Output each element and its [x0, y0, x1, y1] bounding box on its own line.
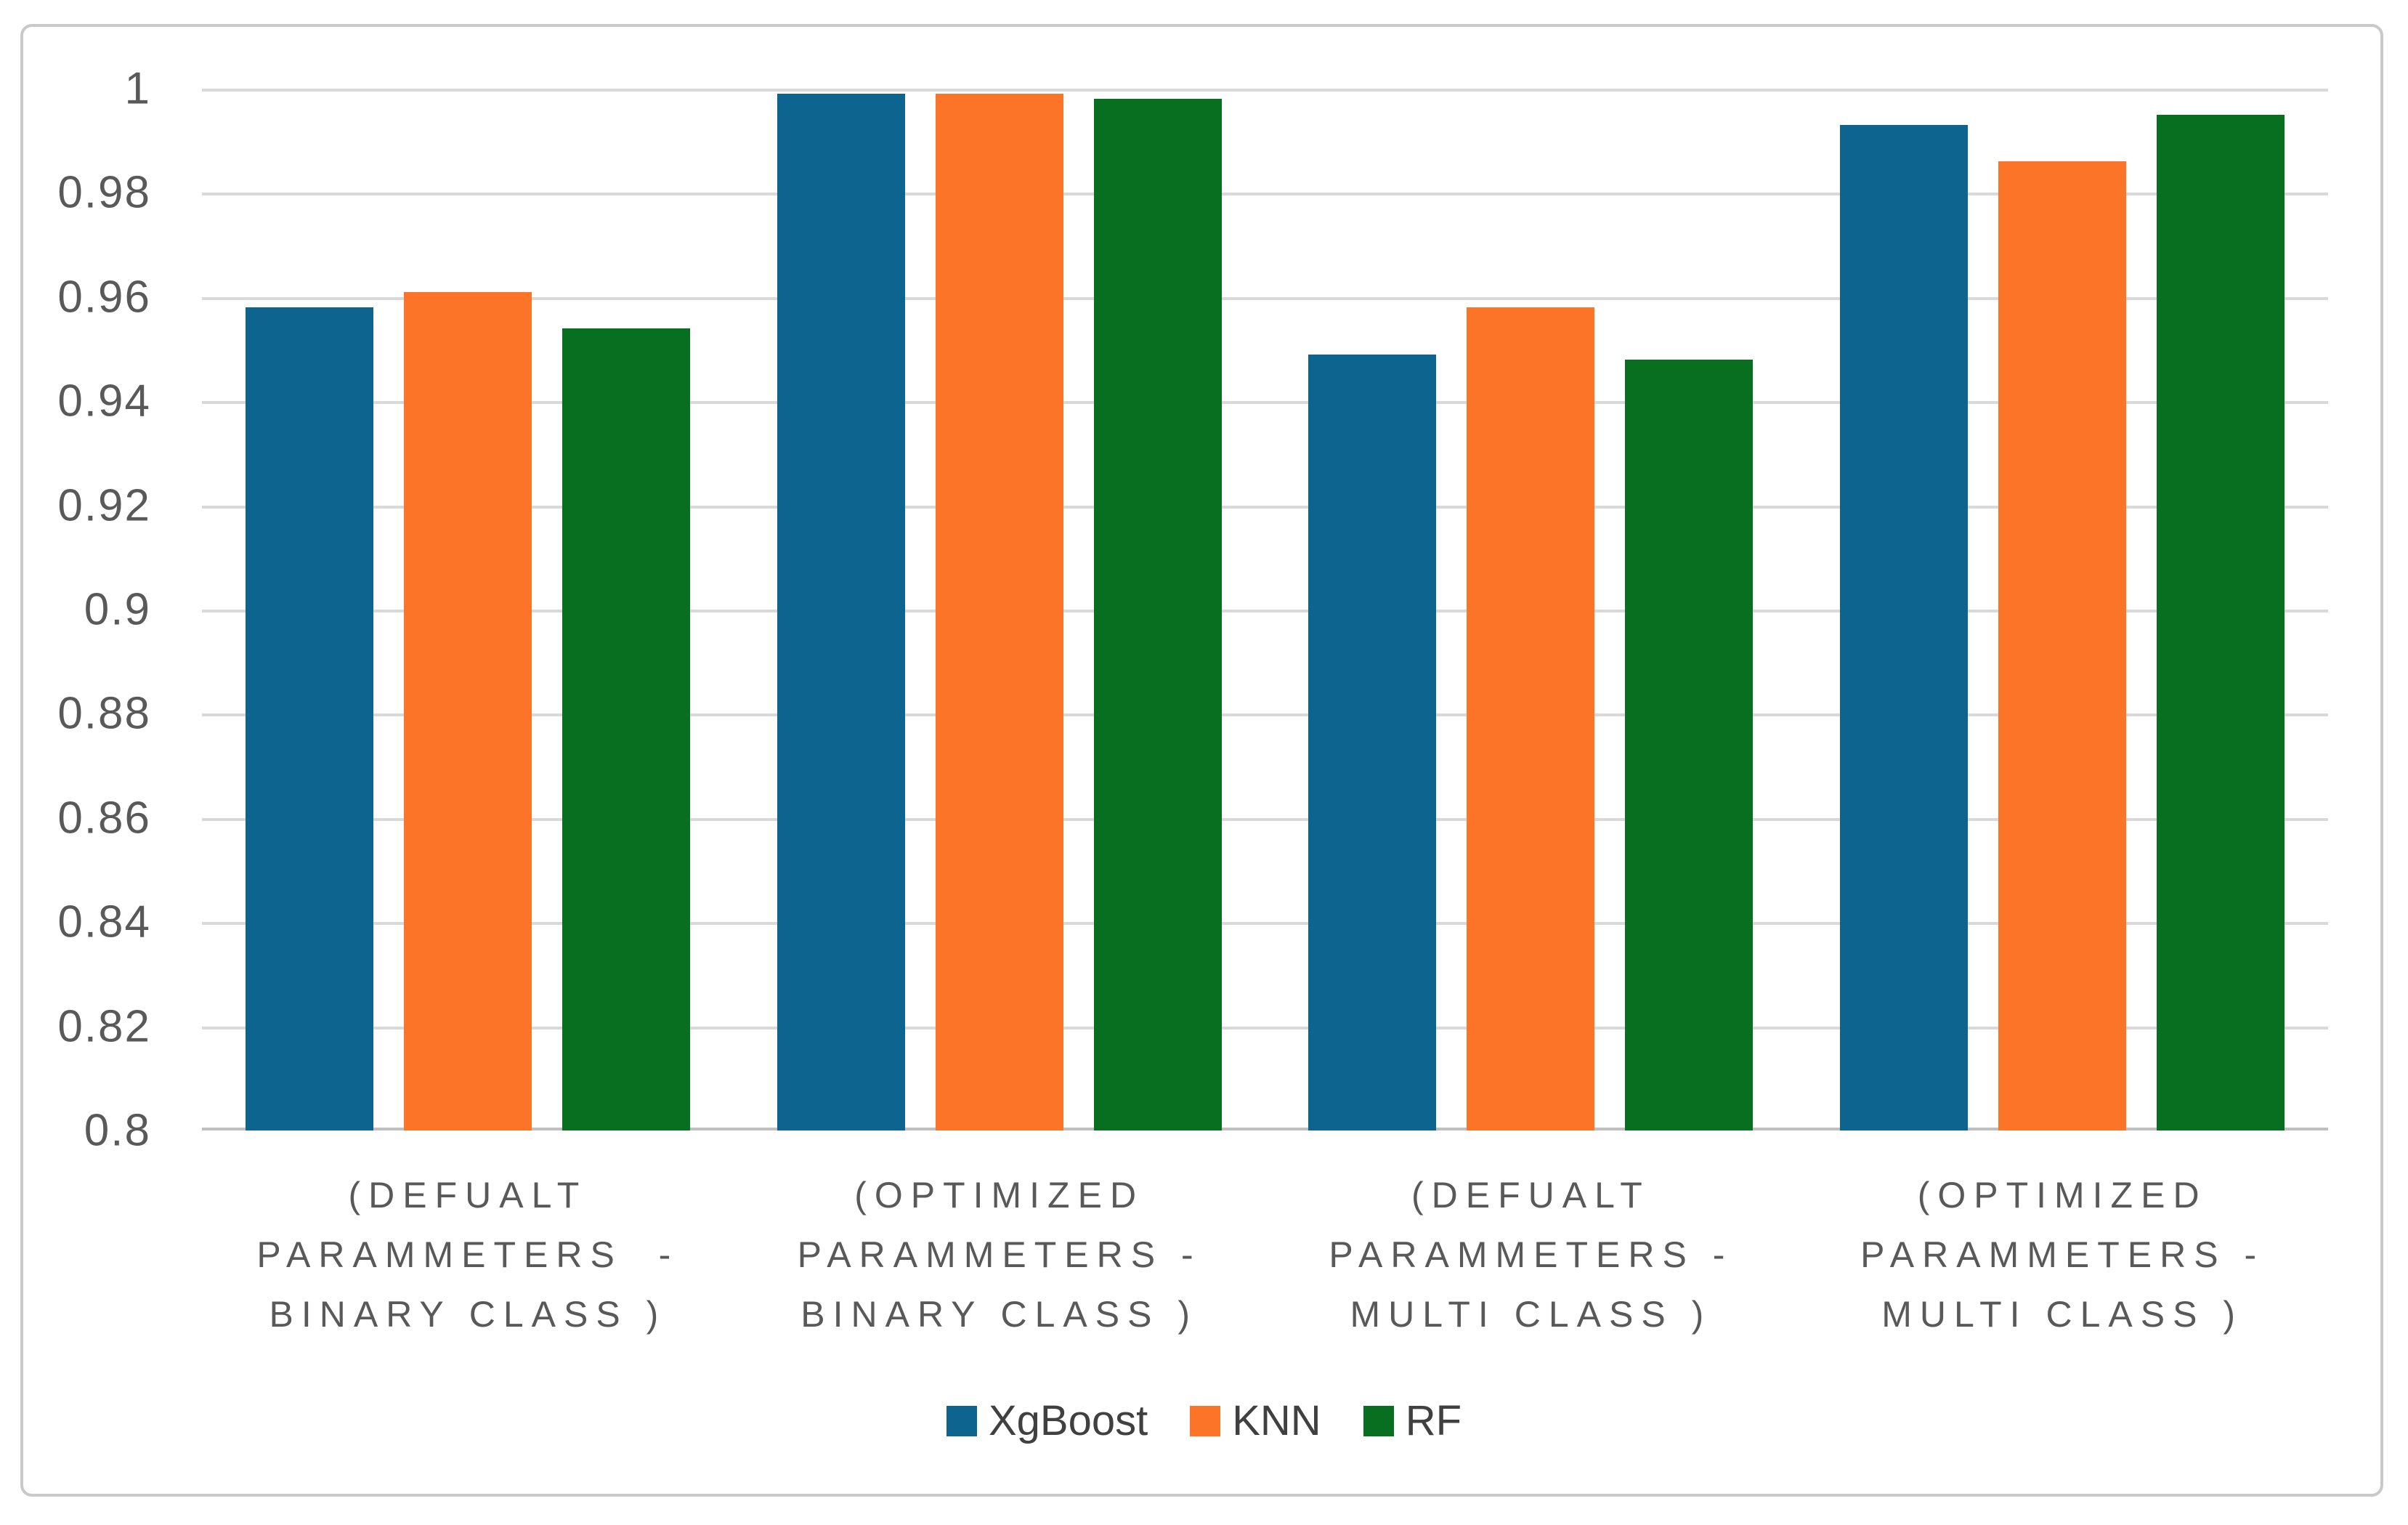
bar-knn-group4	[1998, 161, 2127, 1130]
category-label-1: (DEFUALT PARAMMETERS - BINARY CLASS )	[256, 1175, 679, 1335]
legend-item-rf: RF	[1363, 1396, 1462, 1445]
gridline-0.94	[202, 401, 2328, 404]
y-tick-label-0.8: 0.8	[84, 1105, 151, 1156]
y-tick-label-0.84: 0.84	[57, 897, 151, 947]
gridline-0.84	[202, 922, 2328, 925]
y-tick-label-0.86: 0.86	[57, 793, 151, 844]
legend-swatch-xgboost	[946, 1405, 977, 1436]
legend-item-xgboost: XgBoost	[946, 1396, 1148, 1445]
legend-swatch-rf	[1363, 1405, 1394, 1436]
legend-label-xgboost: XgBoost	[988, 1397, 1148, 1444]
bar-knn-group2	[935, 94, 1063, 1130]
legend-swatch-knn	[1190, 1405, 1221, 1436]
bar-groups	[202, 89, 2328, 1130]
legend-label-knn: KNN	[1232, 1397, 1321, 1444]
bar-group-2	[734, 89, 1265, 1130]
bar-group-4	[1796, 89, 2328, 1130]
y-tick-label-0.94: 0.94	[57, 376, 151, 426]
bar-knn-group1	[403, 292, 532, 1130]
gridline-0.82	[202, 1027, 2328, 1030]
gridline-0.98	[202, 193, 2328, 195]
bar-rf-group2	[1093, 99, 1222, 1130]
category-label-3: (DEFUALT PARAMMETERS - MULTI CLASS )	[1329, 1175, 1733, 1335]
y-tick-label-0.82: 0.82	[57, 1001, 151, 1052]
bar-xgboost-group4	[1840, 125, 1969, 1130]
bar-group-1	[202, 89, 734, 1130]
bar-xgboost-group2	[777, 94, 905, 1130]
bar-knn-group3	[1467, 307, 1595, 1130]
legend-item-knn: KNN	[1190, 1396, 1321, 1445]
gridline-0.92	[202, 506, 2328, 509]
bar-group-3	[1265, 89, 1797, 1130]
bar-rf-group3	[1625, 360, 1754, 1130]
gridline-0.88	[202, 713, 2328, 716]
gridline-0.86	[202, 818, 2328, 821]
bar-rf-group4	[2157, 115, 2285, 1130]
x-axis-category-labels: (DEFUALT PARAMMETERS - BINARY CLASS ) (OP…	[202, 1165, 2328, 1344]
bar-rf-group1	[562, 328, 690, 1130]
gridline-1	[202, 89, 2328, 92]
gridline-0.96	[202, 297, 2328, 300]
legend: XgBoost KNN RF	[0, 1396, 2408, 1445]
y-tick-label-0.98: 0.98	[57, 167, 151, 218]
bar-xgboost-group1	[245, 307, 373, 1130]
plot-area	[202, 89, 2328, 1130]
y-tick-label-0.92: 0.92	[57, 480, 151, 531]
gridline-0.8	[202, 1128, 2328, 1130]
y-tick-label-0.9: 0.9	[84, 584, 151, 635]
category-label-4: (OPTIMIZED PARAMMETERS - MULTI CLASS )	[1860, 1175, 2265, 1335]
y-axis-tick-labels: 1 0.98 0.96 0.94 0.92 0.9 0.88 0.86 0.84 0.82 0.8	[20, 64, 151, 1156]
legend-label-rf: RF	[1405, 1397, 1462, 1444]
gridline-0.9	[202, 610, 2328, 612]
y-tick-label-0.88: 0.88	[57, 688, 151, 739]
category-label-2: (OPTIMIZED PARAMMETERS - BINARY CLASS )	[797, 1175, 1201, 1335]
y-tick-label-1: 1	[124, 63, 151, 114]
bar-xgboost-group3	[1308, 355, 1437, 1130]
y-tick-label-0.96: 0.96	[57, 272, 151, 323]
